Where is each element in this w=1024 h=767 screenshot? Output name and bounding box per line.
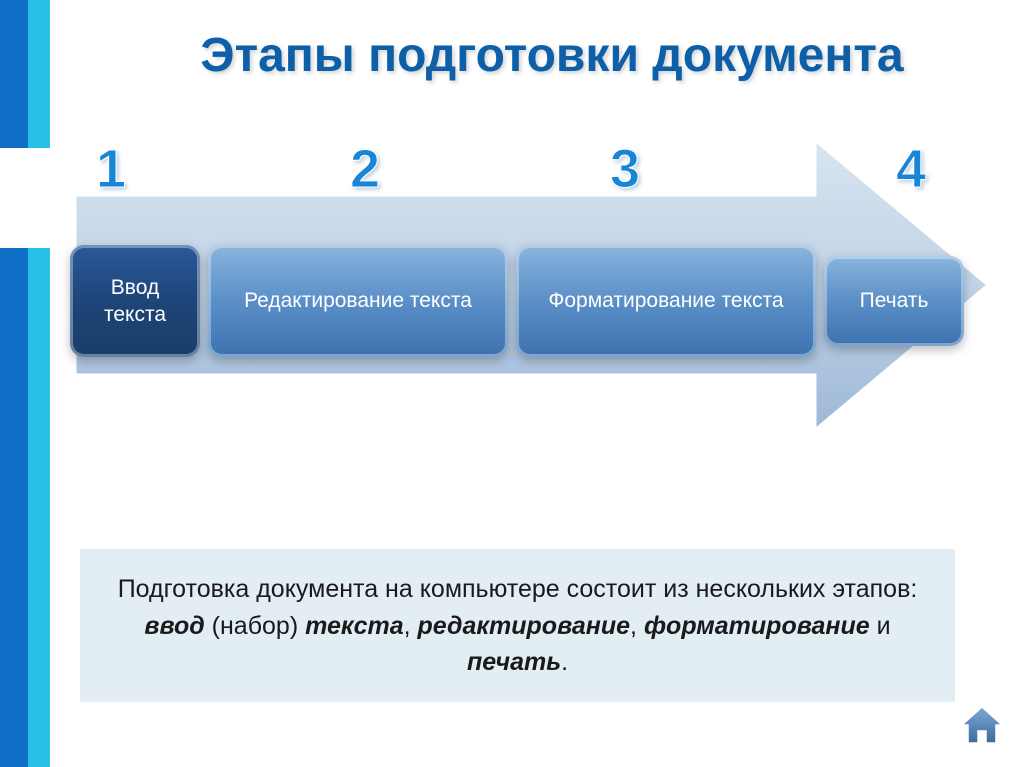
slide: Этапы подготовки документа 1 2 3 4 Ввод … <box>0 0 1024 767</box>
step-label: Ввод текста <box>80 274 190 329</box>
step-box-edit: Редактирование текста <box>208 245 508 357</box>
desc-text: Подготовка документа на компьютере состо… <box>118 575 918 603</box>
step-label: Печать <box>860 287 929 314</box>
desc-term: печать <box>467 648 561 676</box>
step-number-4: 4 <box>896 138 926 200</box>
sidebar-dark-stripe <box>0 0 28 767</box>
home-button[interactable] <box>958 701 1006 749</box>
sidebar-gap <box>0 148 50 248</box>
step-number-2: 2 <box>350 138 380 200</box>
desc-term: редактирование <box>418 612 631 640</box>
desc-text: , <box>404 612 418 640</box>
desc-term: текста <box>305 612 404 640</box>
step-box-format: Форматирование текста <box>516 245 816 357</box>
step-box-input: Ввод текста <box>70 245 200 357</box>
step-number-3: 3 <box>610 138 640 200</box>
sidebar <box>0 0 50 767</box>
desc-text: и <box>870 612 891 640</box>
step-number-1: 1 <box>96 138 126 200</box>
home-icon <box>958 701 1006 749</box>
step-label: Форматирование текста <box>548 287 783 314</box>
step-box-print: Печать <box>824 256 964 346</box>
sidebar-light-stripe <box>28 0 50 767</box>
description-box: Подготовка документа на компьютере состо… <box>80 549 955 702</box>
page-title: Этапы подготовки документа <box>100 28 1004 83</box>
process-arrow: 1 2 3 4 Ввод текста Редактирование текст… <box>70 135 990 435</box>
desc-text: (набор) <box>205 612 305 640</box>
desc-term: ввод <box>144 612 204 640</box>
desc-text: , <box>630 612 644 640</box>
desc-term: форматирование <box>644 612 870 640</box>
desc-text: . <box>561 648 568 676</box>
step-label: Редактирование текста <box>244 287 472 314</box>
steps-row: Ввод текста Редактирование текста Формат… <box>70 245 990 357</box>
